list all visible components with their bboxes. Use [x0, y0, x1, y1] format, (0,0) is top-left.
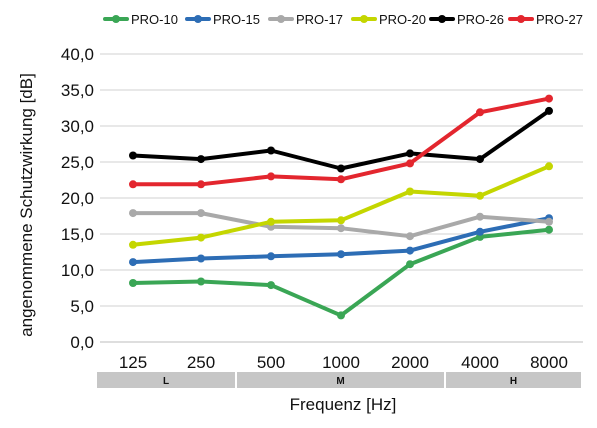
data-point [476, 108, 484, 117]
x-tick-label: 2000 [391, 353, 429, 372]
data-point [545, 225, 553, 234]
legend: PRO-10 PRO-15 PRO-17 PRO-20 PRO-26 PRO-27 [103, 12, 583, 27]
grid-lines [100, 53, 583, 343]
data-point [129, 209, 137, 218]
series-line [131, 108, 551, 171]
y-tick-label: 15,0 [61, 225, 94, 244]
data-point [197, 180, 205, 189]
data-point [267, 252, 275, 261]
data-point [476, 212, 484, 221]
y-tick-label: 40,0 [61, 45, 94, 64]
x-tick-labels: 125 250 500 1000 2000 4000 8000 [119, 353, 568, 372]
data-point [406, 260, 414, 269]
series-lines [129, 94, 553, 320]
band-l [97, 372, 235, 388]
data-point [267, 217, 275, 226]
data-point [197, 233, 205, 242]
x-tick-label: 250 [187, 353, 215, 372]
band-m [237, 372, 444, 388]
series-pro-10 [129, 225, 553, 320]
legend-item-pro-27: PRO-27 [508, 12, 583, 27]
band-label: M [336, 376, 344, 387]
data-point [337, 164, 345, 173]
data-point [476, 155, 484, 164]
legend-marker [517, 15, 525, 23]
legend-item-pro-10: PRO-10 [103, 12, 178, 27]
legend-marker [438, 15, 446, 23]
data-point [197, 277, 205, 286]
data-point [337, 175, 345, 184]
legend-label: PRO-20 [379, 12, 426, 27]
data-point [129, 180, 137, 189]
legend-marker [194, 15, 202, 23]
data-point [129, 240, 137, 249]
y-tick-label: 25,0 [61, 153, 94, 172]
series-pro-20 [129, 162, 553, 249]
x-tick-label: 125 [119, 353, 147, 372]
data-point [545, 106, 553, 115]
y-tick-label: 20,0 [61, 189, 94, 208]
y-tick-label: 10,0 [61, 261, 94, 280]
data-point [406, 187, 414, 196]
data-point [337, 216, 345, 225]
data-point [406, 246, 414, 255]
legend-item-pro-26: PRO-26 [429, 12, 504, 27]
data-point [129, 258, 137, 267]
series-line [131, 227, 551, 318]
y-tick-label: 5,0 [70, 297, 94, 316]
y-tick-label: 0,0 [70, 333, 94, 352]
series-pro-27 [129, 94, 553, 189]
data-point [476, 191, 484, 200]
band-h [446, 372, 581, 388]
data-point [545, 162, 553, 171]
legend-marker [112, 15, 120, 23]
data-point [129, 151, 137, 160]
data-point [406, 232, 414, 241]
legend-label: PRO-17 [296, 12, 343, 27]
data-point [406, 149, 414, 158]
legend-marker [277, 15, 285, 23]
data-point [337, 311, 345, 320]
x-tick-label: 8000 [530, 353, 568, 372]
data-point [267, 281, 275, 290]
legend-label: PRO-10 [131, 12, 178, 27]
x-tick-label: 1000 [322, 353, 360, 372]
legend-item-pro-15: PRO-15 [185, 12, 260, 27]
data-point [337, 250, 345, 259]
legend-item-pro-20: PRO-20 [351, 12, 426, 27]
data-point [545, 94, 553, 103]
legend-item-pro-17: PRO-17 [268, 12, 343, 27]
x-tick-label: 500 [257, 353, 285, 372]
data-point [129, 279, 137, 287]
band-label: L [163, 376, 169, 387]
data-point [197, 254, 205, 263]
data-point [267, 172, 275, 181]
x-tick-label: 4000 [461, 353, 499, 372]
data-point [337, 224, 345, 233]
y-tick-label: 30,0 [61, 117, 94, 136]
data-point [197, 155, 205, 164]
data-point [197, 209, 205, 218]
data-point [476, 227, 484, 236]
legend-label: PRO-15 [213, 12, 260, 27]
legend-label: PRO-26 [457, 12, 504, 27]
series-pro-17 [129, 209, 553, 241]
x-axis-title: Frequenz [Hz] [290, 395, 397, 414]
data-point [545, 217, 553, 226]
data-point [406, 159, 414, 168]
data-point [267, 146, 275, 155]
band-label: H [510, 376, 517, 387]
legend-marker [360, 15, 368, 23]
y-tick-labels: 0,0 5,0 10,0 15,0 20,0 25,0 30,0 35,0 40,0 [61, 45, 94, 352]
series-pro-26 [129, 106, 553, 173]
legend-label: PRO-27 [536, 12, 583, 27]
y-axis-title: angenommene Schutzwirkung [dB] [17, 73, 36, 337]
y-tick-label: 35,0 [61, 81, 94, 100]
